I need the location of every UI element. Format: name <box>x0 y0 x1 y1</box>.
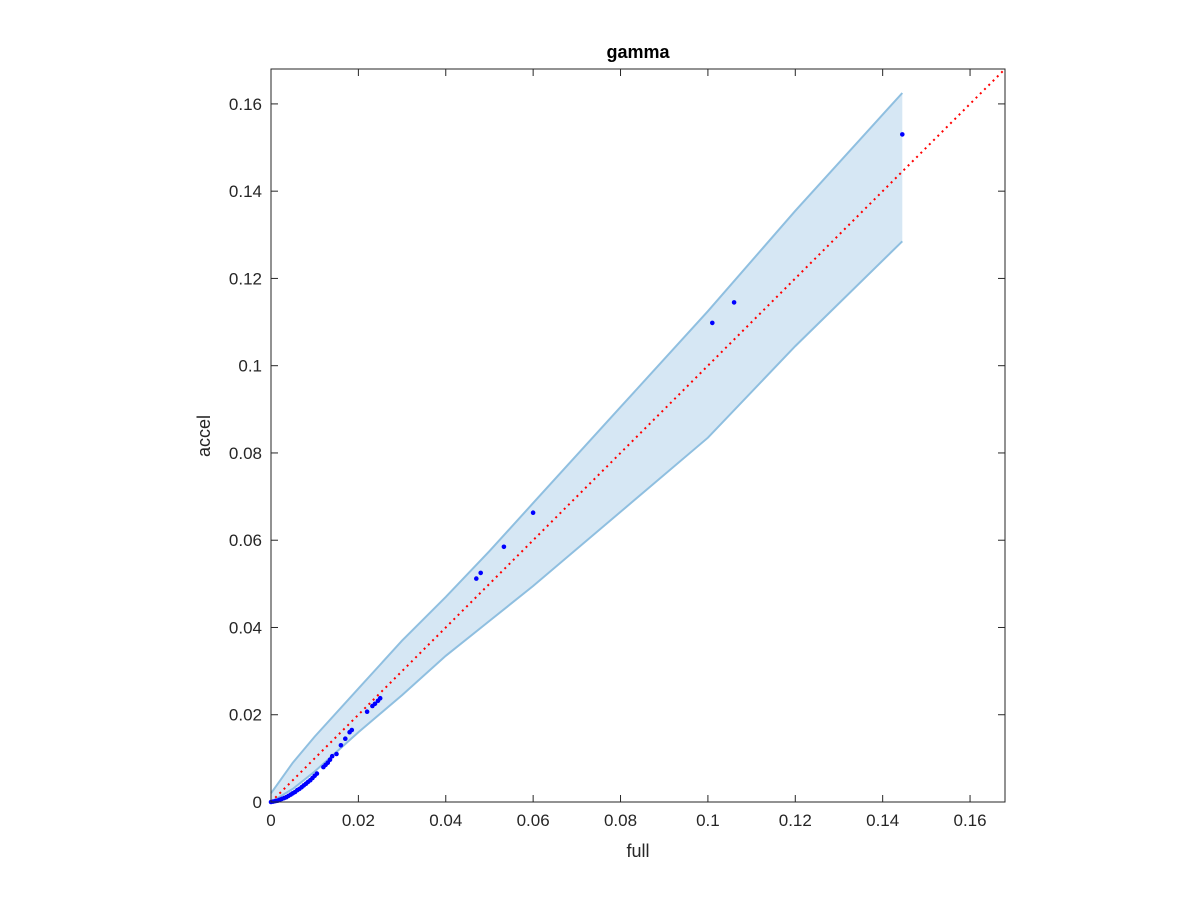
x-tick-label: 0.04 <box>429 811 462 830</box>
axes-box <box>270 68 1006 803</box>
chart-title: gamma <box>606 42 670 62</box>
data-point <box>327 757 333 762</box>
data-point <box>343 736 348 741</box>
x-axis-label: full <box>626 841 649 861</box>
x-tick-label: 0.06 <box>517 811 550 830</box>
data-point <box>314 771 320 776</box>
x-tick-label: 0.16 <box>954 811 987 830</box>
data-point <box>364 709 370 714</box>
x-tick-label: 0 <box>266 811 275 830</box>
data-point <box>731 300 737 305</box>
y-tick-label: 0 <box>253 793 262 812</box>
axes <box>270 68 1006 803</box>
data-point <box>377 695 383 701</box>
y-tick-label: 0.08 <box>229 444 262 463</box>
confidence-band <box>270 92 904 803</box>
data-point <box>349 727 355 733</box>
x-tick-label: 0.14 <box>866 811 899 830</box>
y-tick-label: 0.14 <box>229 182 262 201</box>
y-tick-label: 0.16 <box>229 95 262 114</box>
data-point <box>530 510 536 515</box>
reference-line <box>270 68 1006 803</box>
x-tick-label: 0.1 <box>696 811 720 830</box>
y-tick-label: 0.02 <box>229 706 262 725</box>
data-point <box>334 751 339 757</box>
data-points <box>268 132 905 805</box>
y-tick-label: 0.12 <box>229 269 262 288</box>
x-tick-label: 0.08 <box>604 811 637 830</box>
band-lower-edge <box>270 240 903 803</box>
x-axis-ticks: 0 0.02 0.04 0.06 0.08 0.1 0.12 0.14 0.16 <box>266 69 987 830</box>
band-upper-edge <box>270 92 904 794</box>
data-point <box>329 753 335 759</box>
data-point <box>474 576 479 581</box>
y-axis-label: accel <box>194 415 214 457</box>
data-point <box>478 570 484 576</box>
x-tick-label: 0.12 <box>779 811 812 830</box>
x-tick-label: 0.02 <box>342 811 375 830</box>
data-point <box>501 544 507 550</box>
y-tick-label: 0.04 <box>229 618 262 637</box>
band-area <box>271 93 903 802</box>
y-tick-label: 0.06 <box>229 531 262 550</box>
identity-line <box>270 68 1006 803</box>
data-point <box>710 320 715 326</box>
data-point <box>900 132 905 137</box>
y-tick-label: 0.1 <box>238 357 262 376</box>
y-axis-ticks: 0 0.02 0.04 0.06 0.08 0.1 0.12 0.14 0.16 <box>229 95 1005 812</box>
data-point <box>372 701 378 707</box>
data-point <box>338 743 344 748</box>
